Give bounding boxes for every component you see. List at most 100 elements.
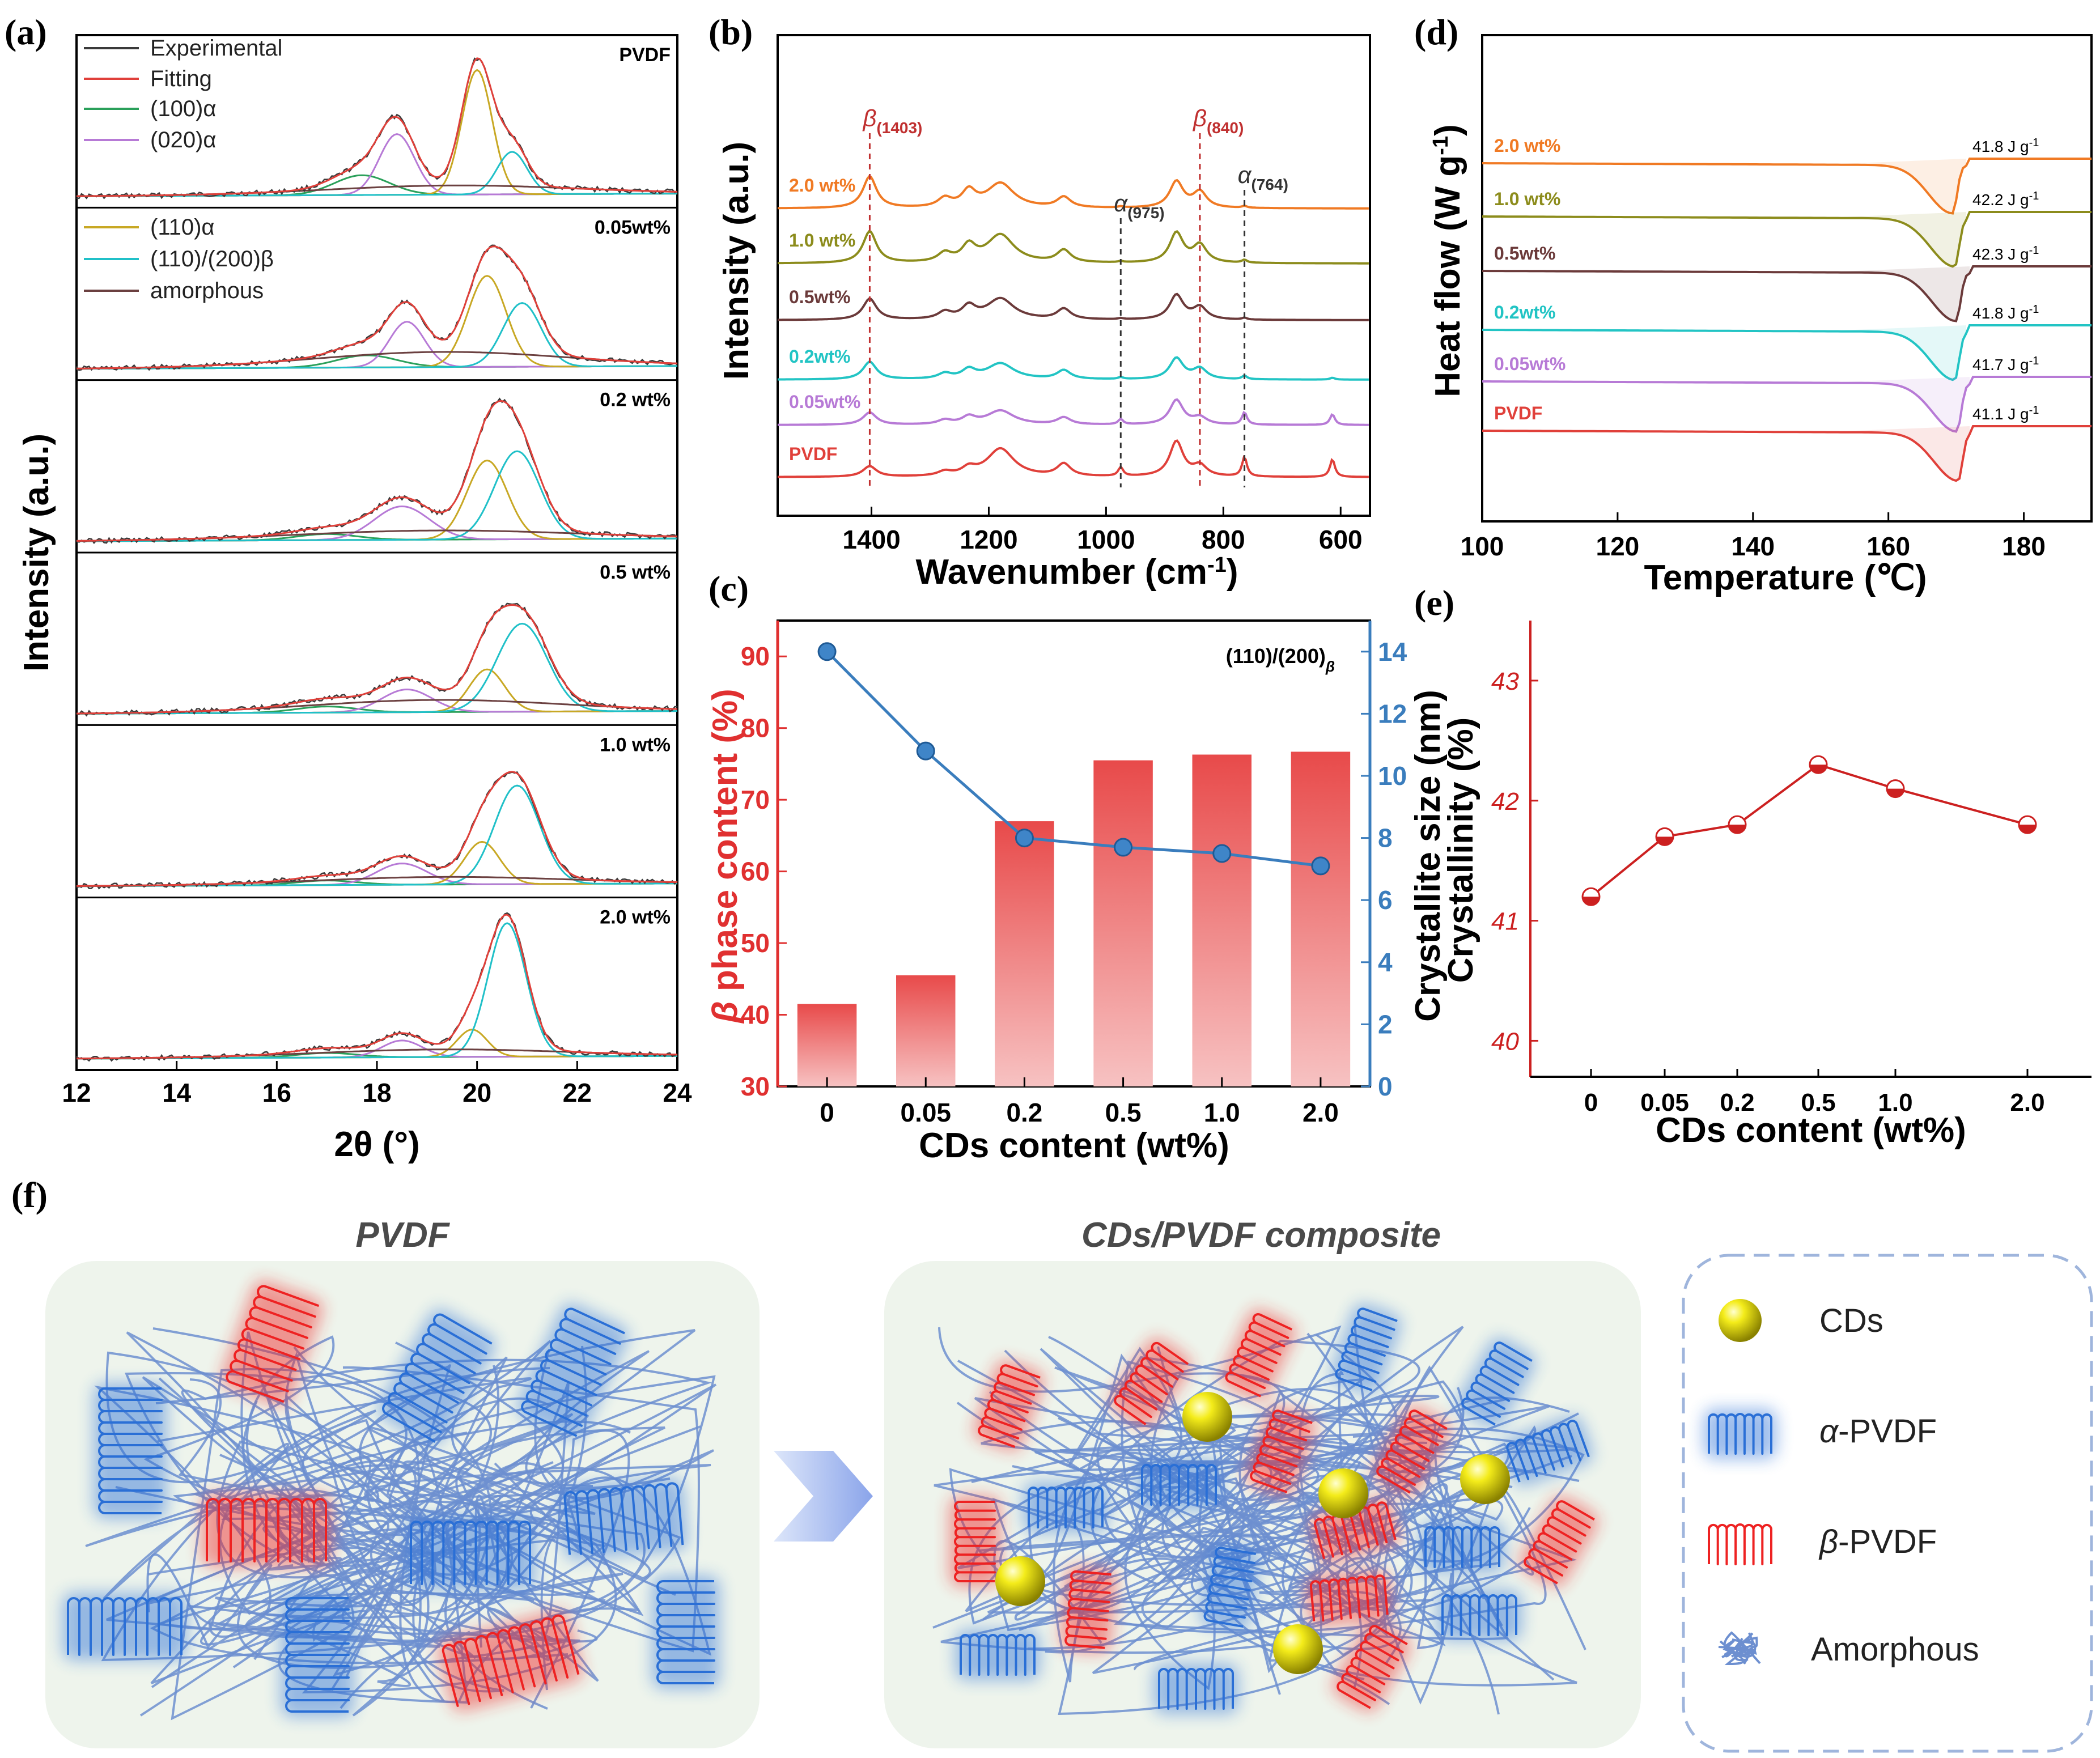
e-y-tick-label: 41 [1491,908,1519,936]
ftir-marker-symbol: α [1238,162,1252,188]
amorphous-chain [145,1377,627,1605]
legend-cds: CDs [1819,1302,1883,1339]
alpha-pvdf-coil-glow [94,1383,167,1519]
xrd-x-tick-label: 18 [362,1078,391,1107]
dsc-series-label: 0.05wt% [1494,354,1566,374]
xrd-beta-curve [77,450,677,542]
beta-pvdf-coil [1245,1405,1317,1497]
panel-e: (e) 0 0.05 0.2 0.5 1.0 2.0 40 41 42 43 CDs conten… [1414,583,2091,1150]
c-x-tick-label: 0.2 [1006,1098,1042,1127]
panel-a-label: (a) [5,12,47,52]
alpha-pvdf-coil-coil [1203,1547,1257,1628]
cds-ball-icon [1273,1624,1323,1674]
ftir-spectrum-2 [778,292,1369,321]
ftir-x-tick-label: 1000 [1077,525,1135,554]
dsc-melt-area [1821,212,1966,267]
alpha-pvdf-coil [1023,1482,1108,1533]
alpha-pvdf-coil [1437,1590,1522,1641]
beta-bar [1291,751,1351,1086]
ftir-x-tick-label: 1400 [842,525,900,554]
panel-e-label: (e) [1414,583,1454,623]
ftir-series-label: PVDF [789,444,837,464]
panel-b: (b) 2.0 wt% 1.0 wt% 0.5wt% 0.2wt% 0.05wt% PVD… [709,12,1371,592]
dsc-enthalpy-sup: -1 [2029,137,2039,149]
alpha-pvdf-coil-coil [1158,1668,1234,1710]
ftir-spectrum-5 [778,439,1369,478]
xrd-alpha110-curve [77,459,677,542]
alpha-pvdf-coil [1136,1459,1221,1510]
panel-d-frame [1481,34,2093,523]
cds-ball-icon [995,1556,1045,1606]
ftir-series-label: 0.5wt% [789,287,850,307]
panel-b-y-title: Intensity (a.u.) [717,142,756,380]
beta-pvdf-coil-glow [221,1280,323,1406]
beta-pvdf-coil-coil [226,1285,320,1403]
schematic-legend-box [1682,1254,2093,1753]
ftir-series-label: 0.2wt% [789,346,850,367]
ftir-spectrum-1 [777,230,1369,265]
xrd-x-tick-label: 16 [262,1078,291,1107]
panel-b-x-ticks: 1400 1200 1000 800 600 [842,507,1363,554]
dsc-x-tick-label: 160 [1866,532,1910,561]
dsc-curve [1482,265,2091,322]
ftir-x-tick-label: 800 [1202,525,1245,554]
amorphous-chain [1034,1432,1388,1674]
beta-bar [995,821,1054,1086]
c-y-tick-label: 40 [741,1000,770,1030]
beta-bar [896,975,956,1086]
e-x-tick-label: 0.2 [1720,1089,1754,1116]
panel-a-y-title: Intensity (a.u.) [17,434,56,672]
c-y-tick-label: 50 [741,928,770,958]
xrd-sample-label: 0.05wt% [595,216,671,238]
beta-bar [1093,760,1153,1086]
xrd-alpha110-curve [77,668,678,715]
pvdf-title: PVDF [355,1216,450,1255]
xrd-legend-label: (020)α [150,128,217,152]
panel-f: (f) PVDF CDs/PVDF composite CDs α-PVDF β… [11,1175,2093,1753]
ftir-spectrum-4 [778,398,1369,426]
composite-title: CDs/PVDF composite [1081,1216,1441,1255]
ftir-series-label: 1.0 wt% [789,230,855,250]
dsc-curve [1482,425,2091,482]
crystallite-size-point [1212,844,1232,863]
xrd-sample-label: 0.5 wt% [600,562,671,583]
crystallinity-line [1590,763,2028,898]
xrd-alpha020-curve [76,321,677,370]
ftir-marker-label: β(1403) [862,105,922,137]
ftir-marker-sub: (840) [1207,119,1244,137]
alpha-pvdf-coil [652,1576,720,1689]
xrd-sample-label: PVDF [619,44,671,66]
xrd-beta-curve [77,622,678,715]
dsc-series-label: 0.2wt% [1494,302,1555,322]
crystallite-size-point [817,642,837,661]
c-x-tick-label: 0 [820,1098,834,1127]
dsc-plot: 2.0 wt% 41.8 J g-1 1.0 wt% 42.2 J g-1 0.5wt%… [1461,135,2091,561]
xrd-sample-label: 0.2 wt% [600,389,671,411]
legend-alpha: α-PVDF [1819,1413,1937,1450]
dsc-enthalpy-label: 42.2 J g-1 [1972,190,2039,209]
panel-f-label: (f) [11,1175,48,1215]
c-y2-tick-label: 4 [1378,948,1393,977]
xrd-alpha100-curve [77,174,678,197]
beta-pvdf-coil-coil [1313,1501,1397,1560]
xrd-x-tick-label: 14 [162,1078,192,1107]
xrd-fitting-curve [76,771,678,887]
crystallinity-point-fill [1656,836,1673,846]
c-y-tick-label: 60 [741,857,770,886]
dsc-series-label: 0.5wt% [1494,243,1555,264]
ftir-marker-sub: (1403) [876,119,922,137]
xrd-x-tick-label: 20 [463,1078,491,1107]
panel-a-x-ticks: 12 14 16 18 20 22 24 [62,1061,692,1107]
transition-arrow-icon [774,1451,873,1542]
xrd-experimental-curve [76,912,678,1062]
panel-d: (d) 2.0 wt% 41.8 J g-1 1.0 wt% 42.2 J g-1 0.… [1414,12,2093,597]
beta-pvdf-coil-coil [1309,1574,1389,1622]
crystallinity-point-fill [1729,825,1746,834]
cds-ball-icon [1460,1454,1510,1504]
composite-network [932,1303,1598,1715]
panel-c-x-title: CDs content (wt%) [919,1126,1229,1165]
beta-pvdf-coil-coil [1225,1313,1293,1398]
amorphous-chain [1054,1366,1465,1705]
beta-pvdf-coil-coil [1337,1625,1408,1709]
xrd-legend-label: (110)/(200)β [150,247,274,271]
